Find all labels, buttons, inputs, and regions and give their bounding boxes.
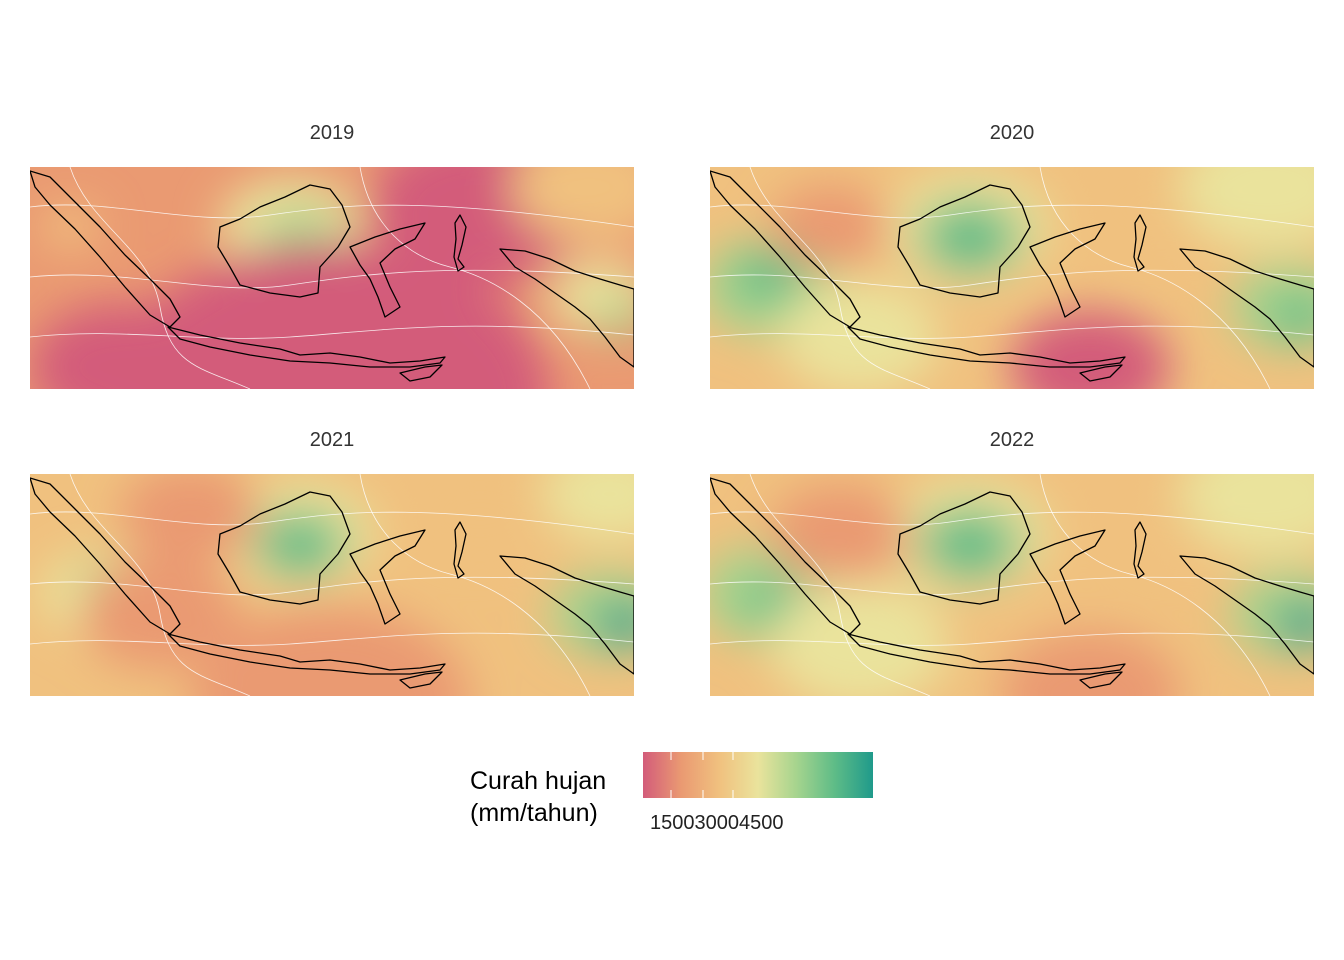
coastline <box>1179 555 1314 675</box>
coastline <box>167 326 446 368</box>
rainfall-blob <box>255 512 345 576</box>
map-svg <box>710 474 1314 696</box>
contour-line <box>710 511 1314 535</box>
coastline <box>1029 529 1106 625</box>
rainfall-blob <box>920 509 1020 579</box>
rainfall-blob <box>410 474 550 563</box>
coastline <box>1133 521 1147 579</box>
rainfall-blob <box>540 474 634 543</box>
coastline <box>167 633 446 675</box>
coastline <box>399 364 443 382</box>
contour-line <box>749 167 931 389</box>
contour-line <box>69 474 251 696</box>
map-svg <box>710 167 1314 389</box>
contour-line <box>710 204 1314 228</box>
legend-title: Curah hujan (mm/tahun) <box>470 767 607 827</box>
map-panel-2019 <box>30 167 634 389</box>
coastline <box>1179 248 1314 368</box>
rainfall-blob <box>780 281 940 389</box>
coastline <box>349 222 426 318</box>
rainfall-blob <box>110 243 550 389</box>
panel-title-2020: 2020 <box>989 122 1035 144</box>
legend-tick-labels: 150030004500 <box>650 812 784 834</box>
coastline <box>847 326 1126 368</box>
contour-line <box>749 474 931 696</box>
contour-line <box>359 167 591 389</box>
coastline <box>217 184 351 298</box>
rainfall-blob <box>40 206 100 248</box>
contour-line <box>69 167 251 389</box>
contour-line <box>710 576 1314 596</box>
coastline <box>30 170 181 328</box>
coastline <box>349 529 426 625</box>
rainfall-blob <box>735 252 805 302</box>
rainfall-blob <box>595 299 634 335</box>
contour-line <box>30 632 634 646</box>
map-svg <box>30 167 634 389</box>
coastline <box>897 184 1031 298</box>
contour-line <box>30 204 634 228</box>
map-panel-2022 <box>710 474 1314 696</box>
coastline <box>30 477 181 635</box>
coastline <box>217 491 351 605</box>
rainfall-blob <box>920 202 1020 272</box>
coastline <box>399 671 443 689</box>
rainfall-blob <box>510 167 634 243</box>
contour-line <box>1039 474 1271 696</box>
rainfall-blob <box>770 485 910 583</box>
contour-line <box>710 269 1314 289</box>
rainfall-field <box>30 167 634 389</box>
panel-title-2021: 2021 <box>309 429 355 451</box>
rainfall-blob <box>120 474 260 563</box>
rainfall-blob <box>770 185 890 269</box>
coastline <box>453 521 467 579</box>
contour-line <box>30 576 634 596</box>
rainfall-blob <box>1275 603 1314 645</box>
rainfall-field <box>710 474 1314 696</box>
coastline <box>847 633 1126 675</box>
coastline <box>453 214 467 272</box>
rainfall-blob <box>30 304 210 389</box>
rainfall-blob <box>1000 631 1180 696</box>
coastline <box>499 555 634 675</box>
contour-line <box>30 511 634 535</box>
legend-colorbar <box>643 752 873 798</box>
map-panel-2021 <box>30 474 634 696</box>
contour-line <box>359 474 591 696</box>
rainfall-blob <box>1180 167 1314 250</box>
colorbar-gradient <box>643 752 873 798</box>
coastline <box>1133 214 1147 272</box>
coastline <box>1079 364 1123 382</box>
coastline <box>1079 671 1123 689</box>
rainfall-blob <box>770 581 950 696</box>
panel-title-2022: 2022 <box>989 429 1035 451</box>
rainfall-field <box>710 167 1314 389</box>
coastline <box>1029 222 1106 318</box>
rainfall-blob <box>595 603 634 645</box>
coastline <box>710 170 861 328</box>
contour-line <box>30 269 634 289</box>
colorbar-svg <box>643 752 873 798</box>
coastline <box>499 248 634 368</box>
map-svg <box>30 474 634 696</box>
contour-line <box>1039 167 1271 389</box>
coastline <box>897 491 1031 605</box>
contour-line <box>710 632 1314 646</box>
rainfall-blob <box>1270 296 1314 338</box>
rainfall-blob <box>1180 474 1314 557</box>
map-panel-2020 <box>710 167 1314 389</box>
contour-line <box>710 325 1314 339</box>
coastline <box>710 477 861 635</box>
panel-title-2019: 2019 <box>309 122 355 144</box>
contour-line <box>30 325 634 339</box>
